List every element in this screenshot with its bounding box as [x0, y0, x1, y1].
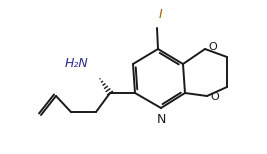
Text: N: N [156, 113, 166, 126]
Text: I: I [159, 8, 163, 21]
Text: O: O [210, 92, 219, 102]
Text: H₂N: H₂N [64, 57, 88, 69]
Text: O: O [208, 42, 217, 52]
